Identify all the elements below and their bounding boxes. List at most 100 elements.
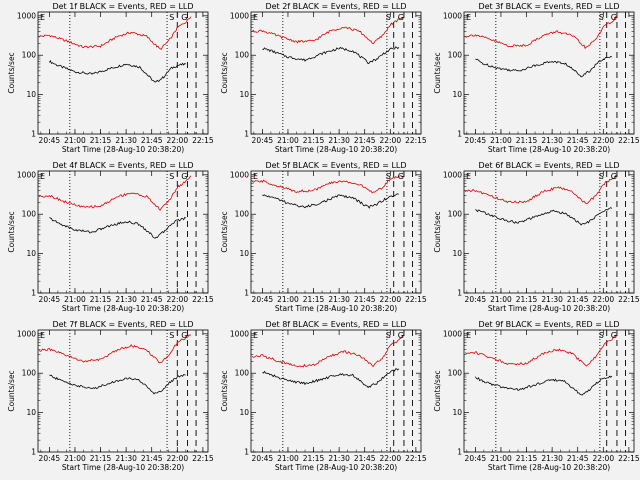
y-tick-label: 100 [235,51,250,60]
panel-title: Det 4f BLACK = Events, RED = LLD [52,161,193,170]
x-tick-label: 21:00 [64,136,86,145]
marker-letter: E [253,172,258,181]
x-tick-label: 22:00 [592,136,614,145]
y-tick-label: 100 [22,51,37,60]
marker-letter: G [398,172,404,181]
plot-frame [463,329,635,453]
plot-frame [250,170,422,294]
marker-letter: E [40,331,45,340]
y-axis-label: Counts/sec [433,370,442,411]
x-tick-label: 21:45 [141,454,163,463]
plot-frame [463,11,635,135]
x-tick-label: 20:45 [252,295,274,304]
lld-series-line [38,175,192,211]
events-series-line [49,374,186,395]
y-tick-label: 10 [26,90,36,99]
marker-letter: S [599,172,604,181]
plot-frame [250,329,422,453]
panel-det-8: Det 8f BLACK = Events, RED = LLD 1 10 100 10… [220,320,427,472]
y-tick-label: 1000 [230,170,249,179]
x-tick-label: 21:30 [115,454,137,463]
marker-letter: S [169,331,174,340]
y-tick-label: 100 [448,51,463,60]
y-tick-label: 1000 [230,11,249,20]
lld-series-line [251,334,405,368]
x-tick-label: 21:15 [516,295,538,304]
marker-letter: G [181,331,187,340]
events-series-line [49,216,187,239]
marker-letter: S [169,172,174,181]
marker-letter: E [253,331,258,340]
x-tick-label: 22:00 [379,136,401,145]
x-tick-label: 21:15 [516,454,538,463]
marker-letter: G [181,172,187,181]
x-tick-label: 20:45 [465,454,487,463]
x-tick-label: 20:45 [39,454,61,463]
y-axis-label: Counts/sec [7,211,16,252]
events-series-line [49,59,186,83]
x-tick-label: 22:00 [592,295,614,304]
y-tick-label: 1000 [443,11,462,20]
marker-letter: G [181,13,187,22]
y-tick-label: 1000 [443,329,462,338]
y-axis-label: Counts/sec [433,211,442,252]
marker-letter: G [611,13,617,22]
panel-title: Det 5f BLACK = Events, RED = LLD [265,161,406,170]
marker-letter: E [466,331,471,340]
marker-letter: S [599,331,604,340]
x-tick-label: 22:00 [166,295,188,304]
x-tick-label: 21:00 [277,454,299,463]
y-axis-label: Counts/sec [433,52,442,93]
plot-frame [463,170,635,294]
events-series-line [262,46,400,65]
marker-letter: E [40,13,45,22]
x-tick-label: 22:15 [192,454,214,463]
x-tick-label: 21:15 [90,454,112,463]
y-axis-label: Counts/sec [7,52,16,93]
x-tick-label: 22:00 [592,454,614,463]
panel-det-2: Det 2f BLACK = Events, RED = LLD 1 10 100 10… [220,2,427,154]
y-tick-label: 1 [244,289,249,298]
marker-letter: G [398,331,404,340]
x-tick-label: 22:00 [379,454,401,463]
y-tick-label: 1000 [17,329,36,338]
events-series-line [262,193,399,209]
x-tick-label: 20:45 [465,136,487,145]
x-tick-label: 21:00 [64,295,86,304]
x-tick-label: 21:45 [567,295,589,304]
x-axis-label: Start Time (28-Aug-10 20:38:20) [488,145,610,154]
x-tick-label: 21:30 [541,136,563,145]
marker-letter: E [466,13,471,22]
y-axis-label: Counts/sec [220,211,229,252]
x-tick-label: 22:00 [379,295,401,304]
x-tick-label: 21:30 [115,295,137,304]
events-series-line [475,375,613,396]
lld-series-line [38,16,192,50]
marker-letter: E [466,172,471,181]
y-tick-label: 1000 [17,11,36,20]
lld-series-line [464,334,618,367]
panel-title: Det 6f BLACK = Events, RED = LLD [478,161,619,170]
x-tick-label: 21:45 [354,454,376,463]
marker-letter: E [253,13,258,22]
y-tick-label: 10 [239,249,249,258]
x-tick-label: 21:00 [277,295,299,304]
marker-letter: G [611,331,617,340]
y-tick-label: 10 [452,249,462,258]
y-tick-label: 1000 [17,170,36,179]
y-tick-label: 1 [244,130,249,139]
x-tick-label: 21:30 [328,136,350,145]
y-tick-label: 10 [452,408,462,417]
x-tick-label: 20:45 [39,136,61,145]
panel-title: Det 1f BLACK = Events, RED = LLD [52,2,193,11]
y-axis-label: Counts/sec [220,52,229,93]
x-tick-label: 22:15 [618,454,640,463]
lld-series-line [464,174,618,205]
x-tick-label: 21:00 [277,136,299,145]
panel-det-1: Det 1f BLACK = Events, RED = LLD 1 10 100 10… [7,2,214,154]
x-tick-label: 21:30 [328,454,350,463]
plot-frame [37,329,209,453]
panel-title: Det 7f BLACK = Events, RED = LLD [52,320,193,329]
x-tick-label: 21:15 [303,454,325,463]
plot-frame [250,11,422,135]
